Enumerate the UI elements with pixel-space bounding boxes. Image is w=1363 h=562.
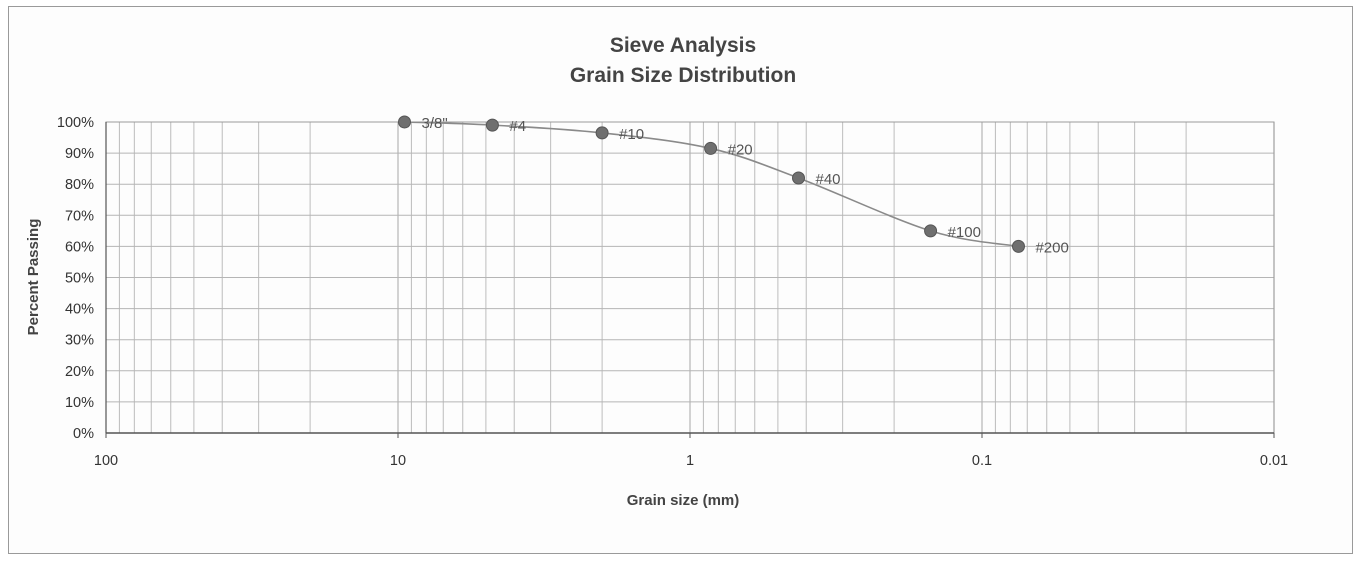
data-point-label: #100 <box>948 224 981 241</box>
data-point-marker <box>485 118 499 132</box>
y-tick-label: 30% <box>65 333 94 349</box>
data-point-marker <box>704 141 718 155</box>
data-point-label: #4 <box>509 118 526 135</box>
grid-lines <box>106 121 1275 434</box>
data-point-label: #20 <box>728 141 753 158</box>
data-point-label: #40 <box>816 171 841 188</box>
y-tick-label: 40% <box>65 302 94 318</box>
data-point-marker <box>792 171 806 185</box>
x-tick-label: 100 <box>94 453 118 469</box>
x-tick-label: 10 <box>390 453 406 469</box>
chart-subtitle: Grain Size Distribution <box>570 64 796 87</box>
x-tick-label: 1 <box>686 453 694 469</box>
axes <box>105 121 1275 438</box>
y-tick-label: 50% <box>65 271 94 287</box>
data-point-marker <box>924 224 938 238</box>
chart-title: Sieve Analysis <box>610 34 756 57</box>
data-point-label: 3/8" <box>422 115 448 132</box>
x-axis-title: Grain size (mm) <box>627 492 740 509</box>
tick-labels: 0% 10% 20% 30% 40% 50% 60% 70% 80% 90% 100% 100 10 1 0… <box>57 115 1288 469</box>
y-tick-label: 100% <box>57 115 94 131</box>
data-point-label: #200 <box>1035 239 1068 256</box>
y-tick-label: 80% <box>65 177 94 193</box>
y-tick-label: 60% <box>65 239 94 255</box>
data-points: 3/8" #4 #10 #20 #40 #100 #200 <box>398 115 1069 256</box>
y-tick-label: 20% <box>65 364 94 380</box>
y-tick-label: 90% <box>65 146 94 162</box>
y-axis-title: Percent Passing <box>25 219 42 336</box>
data-point-label: #10 <box>619 126 644 143</box>
data-point-marker <box>595 126 609 140</box>
data-point-marker <box>398 115 412 129</box>
y-tick-label: 70% <box>65 208 94 224</box>
x-tick-label: 0.01 <box>1260 453 1288 469</box>
y-tick-label: 10% <box>65 395 94 411</box>
data-point-marker <box>1011 239 1025 253</box>
x-tick-label: 0.1 <box>972 453 992 469</box>
y-tick-label: 0% <box>73 426 94 442</box>
chart-frame <box>8 6 1353 554</box>
